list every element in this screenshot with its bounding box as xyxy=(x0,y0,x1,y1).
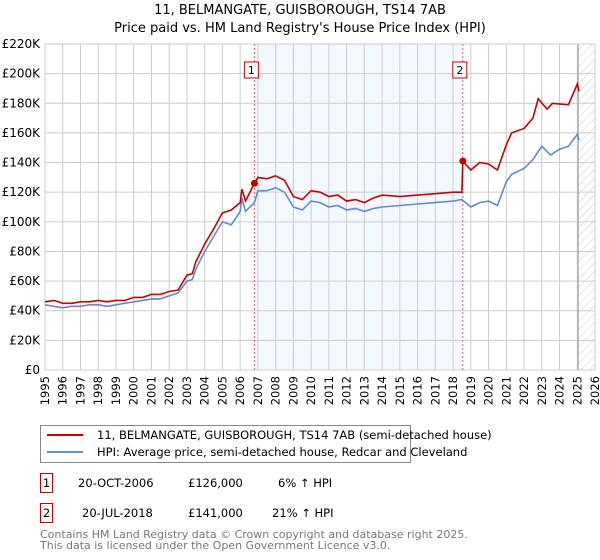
legend-label: HPI: Average price, semi-detached house,… xyxy=(97,445,468,459)
y-tick-label: £220K xyxy=(2,37,42,51)
x-tick-label: 2004 xyxy=(198,376,212,405)
sale-point xyxy=(459,157,467,165)
footer-line: This data is licensed under the Open Gov… xyxy=(40,539,391,552)
sale-row: 1 20-OCT-2006 £126,000 6% ↑ HPI xyxy=(40,473,600,493)
y-tick-label: £0 xyxy=(25,363,40,377)
sale-hpi: 21% ↑ HPI xyxy=(272,506,334,520)
x-tick-label: 2025 xyxy=(570,376,584,405)
sale-marker-label: 1 xyxy=(248,64,255,77)
legend-swatch-blue xyxy=(47,451,83,453)
y-tick-label: £40K xyxy=(9,304,41,318)
y-tick-label: £20K xyxy=(9,333,41,347)
x-tick-label: 2013 xyxy=(357,376,371,405)
footer-line: Contains HM Land Registry data © Crown c… xyxy=(40,528,468,541)
x-tick-label: 2022 xyxy=(517,376,531,405)
sale-marker-badge xyxy=(452,61,468,79)
x-tick-label: 2023 xyxy=(535,376,549,405)
chart-title: 11, BELMANGATE, GUISBOROUGH, TS14 7AB Pr… xyxy=(0,2,600,38)
forecast-hatch xyxy=(578,44,595,370)
footer: Contains HM Land Registry data © Crown c… xyxy=(40,529,468,551)
x-tick-label: 2020 xyxy=(482,376,496,405)
sale-price: £141,000 xyxy=(188,506,243,520)
y-tick-label: £200K xyxy=(2,67,42,81)
x-tick-label: 2005 xyxy=(215,376,229,405)
x-tick-label: 2019 xyxy=(464,376,478,405)
x-tick-label: 2016 xyxy=(411,376,425,405)
sale-badge: 2 xyxy=(40,503,53,523)
x-tick-label: 1996 xyxy=(56,376,70,405)
x-tick-label: 1997 xyxy=(73,376,87,405)
x-tick-label: 2007 xyxy=(251,376,265,405)
x-tick-label: 1995 xyxy=(38,376,52,405)
y-tick-label: £60K xyxy=(9,274,41,288)
ownership-period-shade xyxy=(254,44,463,370)
x-tick-label: 2003 xyxy=(180,376,194,405)
sale-date: 20-OCT-2006 xyxy=(78,476,154,490)
series-line xyxy=(44,81,580,305)
y-tick-label: £180K xyxy=(2,96,42,110)
x-tick-label: 2008 xyxy=(269,376,283,405)
subtitle-line: Price paid vs. HM Land Registry's House … xyxy=(114,21,486,36)
x-tick-label: 2014 xyxy=(375,376,389,405)
x-tick-label: 2009 xyxy=(286,376,300,405)
x-tick-label: 2012 xyxy=(340,376,354,405)
series-line xyxy=(44,132,580,309)
x-tick-label: 2000 xyxy=(127,376,141,405)
y-tick-label: £120K xyxy=(2,185,42,199)
x-tick-label: 2026 xyxy=(588,376,600,405)
x-tick-label: 2010 xyxy=(304,376,318,405)
x-tick-label: 1999 xyxy=(109,376,123,405)
sale-marker-label: 2 xyxy=(456,64,463,77)
x-tick-label: 2015 xyxy=(393,376,407,405)
sale-point xyxy=(250,179,258,187)
sale-price: £126,000 xyxy=(188,476,243,490)
y-tick-label: £100K xyxy=(2,215,42,229)
x-tick-label: 2002 xyxy=(162,376,176,405)
x-tick-label: 2006 xyxy=(233,376,247,405)
x-tick-label: 2024 xyxy=(553,376,567,405)
x-tick-label: 2021 xyxy=(499,376,513,405)
y-tick-label: £80K xyxy=(9,244,41,258)
sale-row: 2 20-JUL-2018 £141,000 21% ↑ HPI xyxy=(40,503,600,523)
sale-marker-badge xyxy=(243,61,259,79)
x-tick-label: 2017 xyxy=(428,376,442,405)
price-chart: 1995 1996 1997 1998 1999 2000 2001 2002 2003 2004… xyxy=(2,37,600,405)
y-tick-label: £160K xyxy=(2,126,42,140)
x-tick-label: 2018 xyxy=(446,376,460,405)
legend-label: 11, BELMANGATE, GUISBOROUGH, TS14 7AB (s… xyxy=(97,428,492,442)
x-tick-label: 2001 xyxy=(144,376,158,405)
y-tick-label: £140K xyxy=(2,156,42,170)
x-tick-label: 2011 xyxy=(322,376,336,405)
legend: 11, BELMANGATE, GUISBOROUGH, TS14 7AB (s… xyxy=(40,425,492,463)
legend-swatch-red xyxy=(47,434,83,436)
sale-badge: 1 xyxy=(40,473,53,493)
sale-date: 20-JUL-2018 xyxy=(82,506,153,520)
x-tick-label: 1998 xyxy=(91,376,105,405)
title-line: 11, BELMANGATE, GUISBOROUGH, TS14 7AB xyxy=(154,3,446,18)
sale-hpi: 6% ↑ HPI xyxy=(278,476,333,490)
